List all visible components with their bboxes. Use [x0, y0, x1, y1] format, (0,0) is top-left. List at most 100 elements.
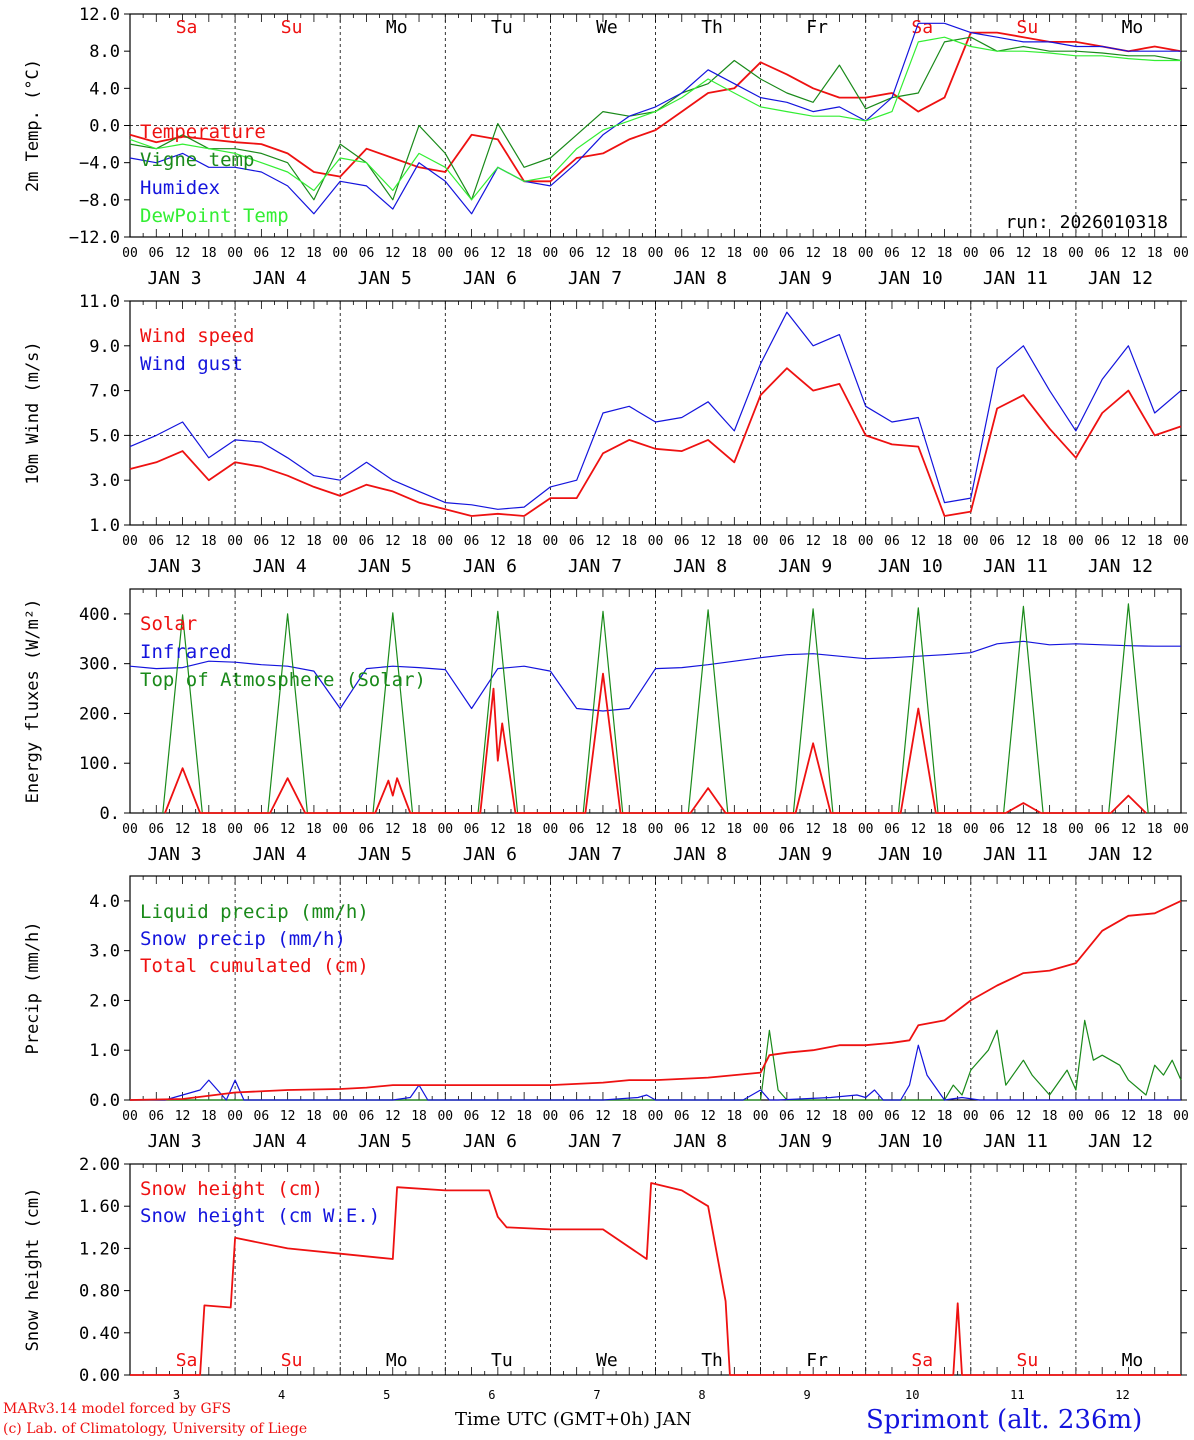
x-hour-label: 18 [1042, 822, 1058, 837]
footer-xlabel: Time UTC (GMT+0h) JAN [455, 1409, 692, 1430]
x-hour-label: 12 [280, 822, 296, 837]
x-hour-label: 18 [621, 1109, 637, 1124]
series-line-total-cumulated-cm- [129, 900, 1182, 1101]
y-tick-label: 4.0 [89, 892, 120, 912]
x-hour-label: 00 [227, 246, 243, 261]
series-line-solar [164, 672, 1147, 814]
x-hour-label: 00 [1173, 822, 1189, 837]
y-tick-label: −4.0 [79, 154, 120, 174]
x-day-number: 11 [1010, 1388, 1024, 1402]
x-hour-label: 00 [1068, 1109, 1084, 1124]
x-hour-label: 00 [648, 1109, 664, 1124]
x-date-label: JAN 7 [568, 844, 622, 865]
x-day-number: 8 [698, 1388, 705, 1402]
y-tick-label: 3.0 [89, 942, 120, 962]
x-hour-label: 00 [1068, 822, 1084, 837]
x-hour-label: 06 [674, 822, 690, 837]
x-hour-label: 00 [753, 246, 769, 261]
x-hour-label: 06 [1094, 1109, 1110, 1124]
x-hour-label: 00 [543, 534, 559, 549]
y-tick-label: 9.0 [89, 337, 120, 357]
x-hour-label: 12 [595, 1109, 611, 1124]
x-hour-label: 12 [910, 822, 926, 837]
x-hour-label: 12 [175, 822, 191, 837]
legend-entry: Liquid precip (mm/h) [140, 901, 369, 923]
legend-entry: Wind gust [140, 353, 243, 375]
x-hour-label: 12 [490, 822, 506, 837]
x-hour-label: 12 [175, 246, 191, 261]
legend-entry: Solar [140, 613, 197, 635]
x-hour-label: 12 [805, 246, 821, 261]
x-date-label: JAN 10 [878, 844, 943, 865]
x-hour-label: 00 [227, 534, 243, 549]
x-hour-label: 12 [175, 1109, 191, 1124]
x-hour-label: 12 [1016, 534, 1032, 549]
footer-lab: (c) Lab. of Climatology, University of L… [3, 1421, 307, 1437]
x-date-label: JAN 6 [463, 844, 517, 865]
y-tick-label: 0. [100, 804, 120, 824]
series-line-snow-precip-mm-h- [130, 1044, 1181, 1101]
x-hour-label: 00 [753, 1109, 769, 1124]
x-day-number: 7 [593, 1388, 600, 1402]
plot-frame-wind [129, 300, 1182, 526]
x-hour-label: 12 [1016, 822, 1032, 837]
x-hour-label: 06 [359, 534, 375, 549]
x-hour-label: 00 [543, 822, 559, 837]
x-hour-label: 18 [937, 1109, 953, 1124]
x-date-label: JAN 5 [358, 556, 412, 577]
x-hour-label: 18 [832, 246, 848, 261]
x-hour-label: 06 [569, 246, 585, 261]
x-hour-label: 12 [595, 822, 611, 837]
x-hour-label: 00 [437, 534, 453, 549]
series-line-infrared [129, 640, 1181, 712]
legend-entry: Total cumulated (cm) [140, 955, 369, 977]
x-hour-label: 00 [858, 822, 874, 837]
x-day-number: 6 [488, 1388, 495, 1402]
x-date-label: JAN 3 [147, 844, 201, 865]
x-hour-label: 18 [1042, 534, 1058, 549]
x-date-label: JAN 9 [778, 268, 832, 289]
legend-entry: Vigne temp [140, 149, 254, 171]
x-hour-label: 00 [332, 1109, 348, 1124]
x-hour-label: 06 [1094, 246, 1110, 261]
x-hour-label: 06 [779, 534, 795, 549]
weekday-label: Su [281, 1350, 303, 1371]
y-tick-label: 100. [79, 754, 120, 774]
y-axis-label: 10m Wind (m/s) [23, 341, 43, 484]
x-hour-label: 12 [595, 246, 611, 261]
legend-entry: Snow height (cm W.E.) [140, 1205, 380, 1227]
x-hour-label: 18 [306, 1109, 322, 1124]
series-line-snow-height-cm- [130, 1182, 1181, 1376]
x-hour-label: 18 [306, 534, 322, 549]
x-hour-label: 12 [700, 534, 716, 549]
x-hour-label: 18 [411, 246, 427, 261]
weekday-label: Mo [386, 17, 408, 38]
x-hour-label: 18 [411, 1109, 427, 1124]
x-date-label: JAN 9 [778, 844, 832, 865]
x-hour-label: 12 [700, 1109, 716, 1124]
x-hour-label: 18 [937, 246, 953, 261]
x-date-label: JAN 9 [778, 556, 832, 577]
y-tick-label: 0.00 [79, 1366, 120, 1386]
x-date-label: JAN 3 [147, 556, 201, 577]
x-hour-label: 18 [411, 822, 427, 837]
x-hour-label: 06 [884, 246, 900, 261]
y-tick-label: 2.0 [89, 991, 120, 1011]
legend-entry: Snow height (cm) [140, 1178, 323, 1200]
series-line-liquid-precip-mm-h- [130, 1019, 1182, 1101]
x-hour-label: 06 [148, 246, 164, 261]
x-hour-label: 00 [753, 534, 769, 549]
x-hour-label: 00 [753, 822, 769, 837]
x-hour-label: 18 [516, 246, 532, 261]
x-hour-label: 00 [332, 822, 348, 837]
weekday-label: Sa [176, 17, 198, 38]
weekday-label: Su [1017, 1350, 1039, 1371]
x-hour-label: 00 [543, 1109, 559, 1124]
x-hour-label: 00 [437, 822, 453, 837]
x-hour-label: 00 [332, 246, 348, 261]
y-tick-label: 1.20 [79, 1239, 120, 1259]
x-hour-label: 00 [963, 1109, 979, 1124]
x-hour-label: 12 [910, 1109, 926, 1124]
x-hour-label: 12 [385, 822, 401, 837]
legend-entry: Wind speed [140, 325, 254, 347]
